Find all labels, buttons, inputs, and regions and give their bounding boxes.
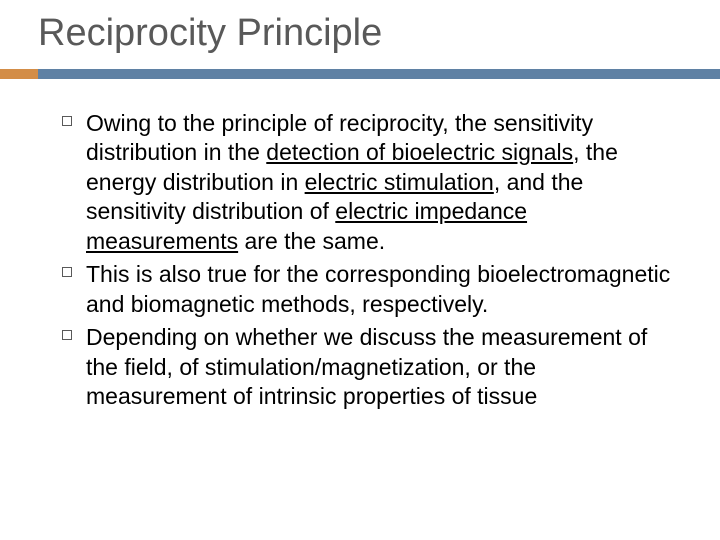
slide: { "title": "Reciprocity Principle", "col… xyxy=(0,0,720,540)
list-item-text: Depending on whether we discuss the meas… xyxy=(86,323,680,411)
slide-title: Reciprocity Principle xyxy=(38,12,720,55)
list-item-text: Owing to the principle of reciprocity, t… xyxy=(86,109,680,256)
bullet-icon xyxy=(62,116,86,126)
bullet-list: Owing to the principle of reciprocity, t… xyxy=(0,79,720,411)
rule-main xyxy=(38,69,720,79)
horizontal-rule xyxy=(0,69,720,79)
list-item: Depending on whether we discuss the meas… xyxy=(62,323,680,411)
title-block: Reciprocity Principle xyxy=(0,0,720,55)
list-item-text: This is also true for the corresponding … xyxy=(86,260,680,319)
list-item: This is also true for the corresponding … xyxy=(62,260,680,319)
bullet-icon xyxy=(62,330,86,340)
list-item: Owing to the principle of reciprocity, t… xyxy=(62,109,680,256)
bullet-icon xyxy=(62,267,86,277)
rule-accent xyxy=(0,69,38,79)
